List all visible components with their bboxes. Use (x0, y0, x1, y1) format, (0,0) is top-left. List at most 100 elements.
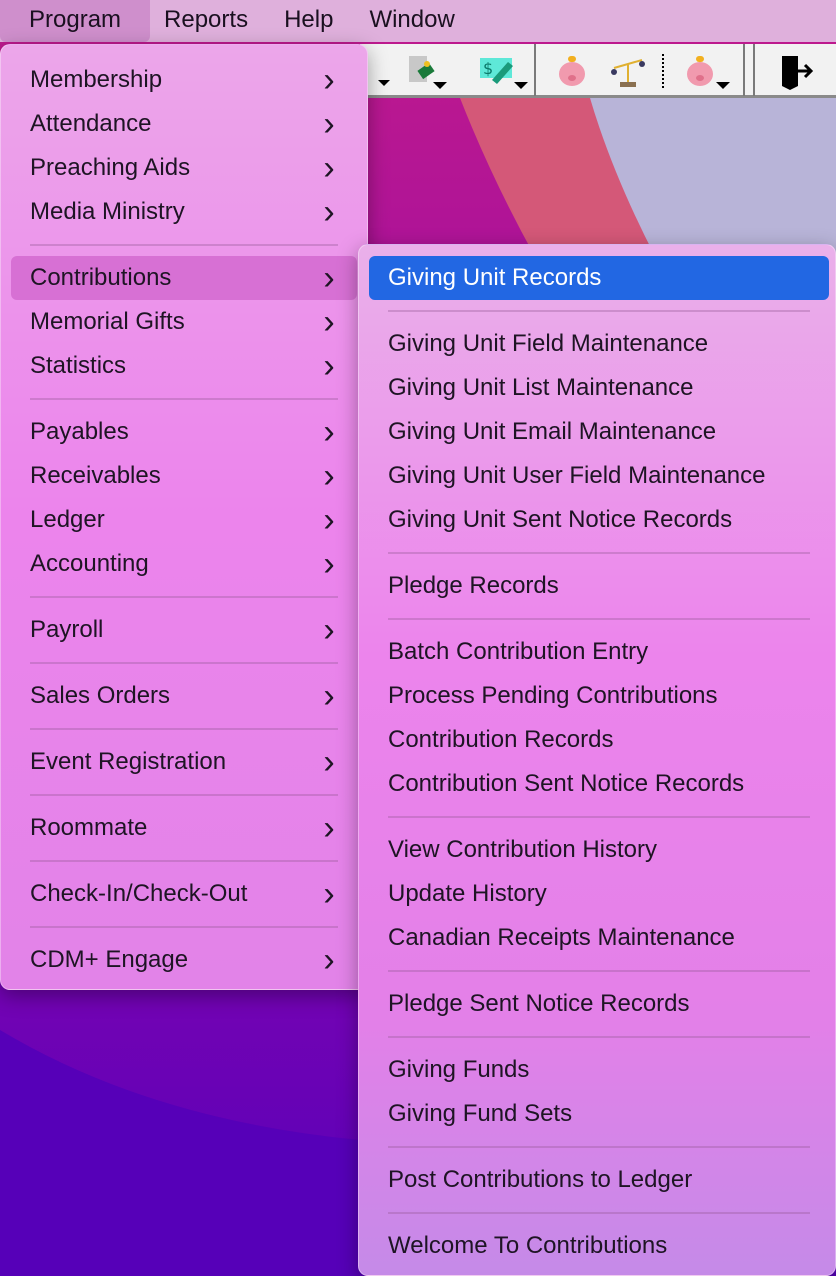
menu-item-giving-unit-sent-notice-records[interactable]: Giving Unit Sent Notice Records (369, 498, 829, 542)
menu-separator (11, 652, 357, 674)
menu-item-label: Giving Unit Email Maintenance (388, 418, 717, 445)
menu-item-preaching-aids[interactable]: Preaching Aids › (11, 146, 357, 190)
piggy-bank-icon[interactable] (552, 52, 592, 90)
menu-item-label: Contribution Records (388, 726, 614, 753)
menu-item-label: Batch Contribution Entry (388, 638, 649, 665)
menu-item-payables[interactable]: Payables › (11, 410, 357, 454)
menu-item-sales-orders[interactable]: Sales Orders › (11, 674, 357, 718)
menu-item-giving-fund-sets[interactable]: Giving Fund Sets (369, 1092, 829, 1136)
menu-item-giving-unit-records[interactable]: Giving Unit Records (369, 256, 829, 300)
menu-item-label: Canadian Receipts Maintenance (388, 924, 735, 951)
chevron-right-icon: › (323, 60, 335, 99)
menu-item-attendance[interactable]: Attendance › (11, 102, 357, 146)
menu-item-label: Pledge Records (388, 572, 559, 599)
menu-separator (369, 608, 829, 630)
menu-item-label: CDM+ Engage (30, 946, 189, 973)
menu-item-label: Memorial Gifts (30, 308, 185, 335)
menu-item-update-history[interactable]: Update History (369, 872, 829, 916)
menu-separator (11, 718, 357, 740)
contribution-statement-icon[interactable] (405, 52, 455, 90)
menu-item-ledger[interactable]: Ledger › (11, 498, 357, 542)
menu-item-label: Event Registration (30, 748, 227, 775)
menu-item-giving-funds[interactable]: Giving Funds (369, 1048, 829, 1092)
chevron-right-icon: › (323, 302, 335, 341)
menu-item-accounting[interactable]: Accounting › (11, 542, 357, 586)
menu-item-contribution-records[interactable]: Contribution Records (369, 718, 829, 762)
chevron-right-icon: › (323, 676, 335, 715)
menu-item-label: Accounting (30, 550, 149, 577)
chevron-right-icon: › (323, 148, 335, 187)
menu-item-process-pending-contributions[interactable]: Process Pending Contributions (369, 674, 829, 718)
menu-item-label: Attendance (30, 110, 152, 137)
exit-icon[interactable] (776, 52, 816, 90)
menu-item-contribution-sent-notice-records[interactable]: Contribution Sent Notice Records (369, 762, 829, 806)
menu-item-payroll[interactable]: Payroll › (11, 608, 357, 652)
menu-item-label: Check-In/Check-Out (30, 880, 248, 907)
menu-separator (369, 806, 829, 828)
chevron-right-icon: › (323, 742, 335, 781)
menu-item-batch-contribution-entry[interactable]: Batch Contribution Entry (369, 630, 829, 674)
menu-item-contributions[interactable]: Contributions › (11, 256, 357, 300)
menu-item-giving-unit-field-maintenance[interactable]: Giving Unit Field Maintenance (369, 322, 829, 366)
menu-item-label: Media Ministry (30, 198, 185, 225)
menu-separator (369, 300, 829, 322)
menu-separator (11, 234, 357, 256)
chevron-right-icon: › (323, 104, 335, 143)
chevron-right-icon: › (323, 808, 335, 847)
menu-separator (369, 542, 829, 564)
menu-item-label: Giving Unit Records (388, 264, 602, 291)
menu-item-label: Giving Unit Sent Notice Records (388, 506, 733, 533)
menu-separator (11, 784, 357, 806)
scales-icon[interactable] (608, 52, 648, 90)
menu-item-giving-unit-user-field-maintenance[interactable]: Giving Unit User Field Maintenance (369, 454, 829, 498)
menu-separator (369, 1026, 829, 1048)
contributions-submenu: Giving Unit Records Giving Unit Field Mai… (358, 244, 836, 1276)
piggy-bank-dropdown-icon[interactable] (682, 52, 732, 90)
chevron-right-icon: › (323, 940, 335, 979)
menu-item-label: Payables (30, 418, 129, 445)
menu-item-event-registration[interactable]: Event Registration › (11, 740, 357, 784)
menu-window[interactable]: Window (369, 6, 455, 33)
menu-separator (369, 1202, 829, 1224)
menu-item-label: Contributions (30, 264, 172, 291)
menu-item-label: Preaching Aids (30, 154, 191, 181)
menu-item-label: Pledge Sent Notice Records (388, 990, 690, 1017)
menu-item-label: Payroll (30, 616, 104, 643)
menu-item-pledge-sent-notice-records[interactable]: Pledge Sent Notice Records (369, 982, 829, 1026)
program-menu: Membership › Attendance › Preaching Aids › Med… (0, 44, 368, 990)
chevron-right-icon: › (323, 544, 335, 583)
menu-item-post-contributions-to-ledger[interactable]: Post Contributions to Ledger (369, 1158, 829, 1202)
menu-program[interactable]: Program (0, 0, 151, 42)
menu-item-label: Post Contributions to Ledger (388, 1166, 693, 1193)
menu-item-check-in-check-out[interactable]: Check-In/Check-Out › (11, 872, 357, 916)
menu-item-label: Process Pending Contributions (388, 682, 718, 709)
menu-item-welcome-to-contributions[interactable]: Welcome To Contributions (369, 1224, 829, 1268)
menu-item-receivables[interactable]: Receivables › (11, 454, 357, 498)
chevron-right-icon: › (323, 346, 335, 385)
menu-separator (11, 850, 357, 872)
menu-item-memorial-gifts[interactable]: Memorial Gifts › (11, 300, 357, 344)
menu-item-label: View Contribution History (388, 836, 658, 863)
menu-item-giving-unit-list-maintenance[interactable]: Giving Unit List Maintenance (369, 366, 829, 410)
menu-item-roommate[interactable]: Roommate › (11, 806, 357, 850)
menu-item-label: Contribution Sent Notice Records (388, 770, 745, 797)
chevron-right-icon: › (323, 412, 335, 451)
menu-item-giving-unit-email-maintenance[interactable]: Giving Unit Email Maintenance (369, 410, 829, 454)
menu-item-media-ministry[interactable]: Media Ministry › (11, 190, 357, 234)
edit-contribution-icon[interactable]: $ (478, 52, 528, 90)
chevron-right-icon: › (323, 500, 335, 539)
menu-help[interactable]: Help (284, 6, 334, 33)
menu-item-label: Ledger (30, 506, 105, 533)
menu-item-membership[interactable]: Membership › (11, 58, 357, 102)
menu-item-label: Receivables (30, 462, 161, 489)
menu-item-canadian-receipts-maintenance[interactable]: Canadian Receipts Maintenance (369, 916, 829, 960)
reports-dropdown-icon[interactable] (368, 52, 408, 90)
menu-separator (369, 1136, 829, 1158)
menu-item-cdm-engage[interactable]: CDM+ Engage › (11, 938, 357, 982)
menu-item-pledge-records[interactable]: Pledge Records (369, 564, 829, 608)
menu-item-view-contribution-history[interactable]: View Contribution History (369, 828, 829, 872)
menu-reports[interactable]: Reports (164, 6, 249, 33)
menu-item-label: Giving Unit Field Maintenance (388, 330, 709, 357)
menu-item-statistics[interactable]: Statistics › (11, 344, 357, 388)
menu-separator (11, 586, 357, 608)
